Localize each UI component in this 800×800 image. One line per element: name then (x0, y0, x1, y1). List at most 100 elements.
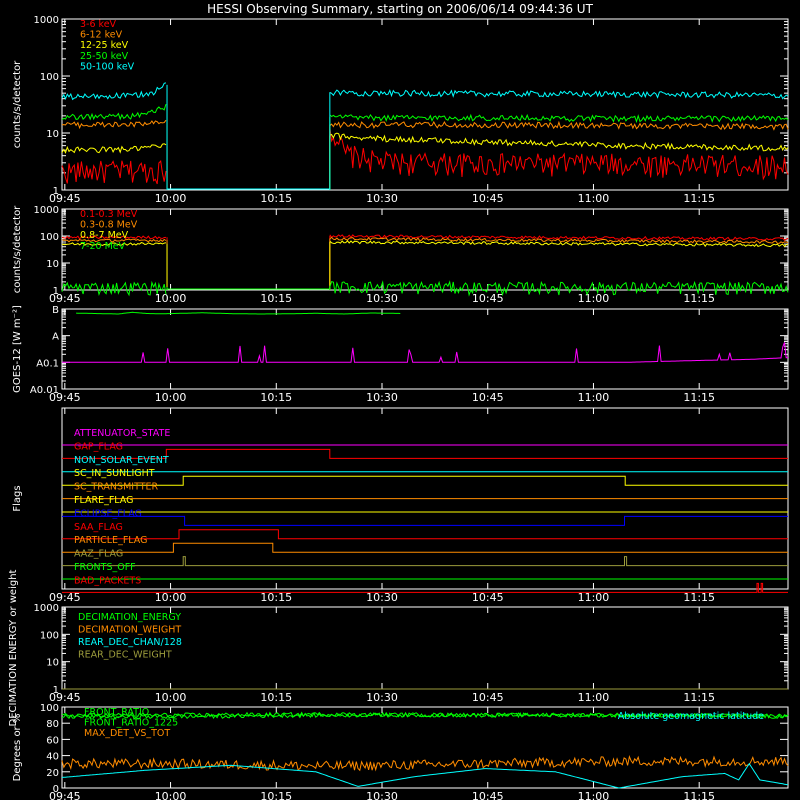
flag-line (62, 475, 788, 486)
x-tick-label: 10:30 (366, 691, 398, 704)
y-tick-label: 1000 (34, 205, 59, 216)
x-tick-label: 10:45 (472, 292, 504, 305)
legend-label: 0.3-0.8 MeV (80, 220, 138, 231)
y-tick-label: 40 (46, 752, 59, 763)
y-tick-label: 1 (53, 286, 59, 297)
legend-label: 25-50 keV (80, 51, 129, 62)
axis-frame (61, 18, 789, 191)
flag-label: SAA_FLAG (74, 522, 123, 533)
series-line (76, 311, 401, 315)
y-tick-label: 1000 (34, 15, 59, 26)
axis-frame (61, 308, 789, 390)
flag-label: SC_IN_SUNLIGHT (74, 468, 155, 479)
flag-label: SC_TRANSMITTER (74, 482, 159, 493)
x-tick-label: 10:15 (260, 192, 292, 205)
legend-label: DECIMATION_WEIGHT (78, 625, 181, 636)
flag-line (62, 448, 788, 459)
legend-label: REAR_DEC_WEIGHT (78, 650, 172, 661)
axis-frame (61, 706, 789, 789)
x-tick-label: 09:45 (49, 591, 81, 604)
legend-label: 0.8-7 MeV (80, 230, 129, 241)
x-tick-label: 11:15 (683, 591, 715, 604)
y-tick-label: A0.01 (30, 385, 59, 396)
x-tick-label: 10:15 (260, 292, 292, 305)
flag-label: AAZ_FLAG (74, 549, 123, 560)
x-tick-label: 09:45 (49, 292, 81, 305)
x-tick-label: 11:00 (578, 591, 610, 604)
x-tick-label: 09:45 (49, 691, 81, 704)
x-tick-label: 11:00 (578, 391, 610, 404)
legend-label: 50-100 keV (80, 61, 135, 72)
legend-label: FRONT_RATIO_1225 (84, 718, 178, 729)
panel-goes: 09:45 10:00 10:15 10:30 10:45 11:00 11:15 A0.01… (12, 305, 789, 404)
y-tick-label: 1000 (34, 603, 59, 614)
legend-label: REAR_DEC_CHAN/128 (78, 637, 182, 648)
x-tick-label: 10:45 (472, 790, 504, 800)
series-line (61, 132, 789, 154)
series-line (62, 342, 789, 363)
legend-label: 0.1-0.3 MeV (80, 209, 138, 220)
x-tick-label: 11:00 (578, 292, 610, 305)
x-tick-label: 10:45 (472, 391, 504, 404)
series-line (61, 762, 789, 789)
x-tick-label: 11:00 (578, 192, 610, 205)
panel-flags: 09:45 10:00 10:15 10:30 10:45 11:00 11:15 Flags… (12, 407, 789, 604)
series-line (61, 82, 789, 101)
x-tick-label: 10:00 (155, 391, 187, 404)
flag-label: ATTENUATOR_STATE (74, 428, 170, 439)
panel-rates-lo: 09:45 10:00 10:15 10:30 10:45 11:00 11:15 1 10 10… (12, 15, 789, 205)
x-tick-label: 10:15 (260, 790, 292, 800)
x-tick-label: 10:30 (366, 790, 398, 800)
flag-line (62, 515, 788, 526)
legend-label: 3-6 keV (80, 19, 117, 30)
x-tick-label: 11:15 (683, 292, 715, 305)
y-axis-label: Flags (12, 485, 23, 511)
legend-label: 12-25 keV (80, 40, 129, 51)
x-tick-label: 10:30 (366, 591, 398, 604)
series-line (61, 236, 789, 245)
legend-label: 7-20 MeV (80, 241, 126, 252)
x-tick-label: 10:45 (472, 691, 504, 704)
x-tick-label: 10:00 (155, 292, 187, 305)
y-axis-label: DECIMATION ENERGY or weight (8, 569, 19, 726)
y-tick-label: 60 (46, 735, 59, 746)
x-tick-label: 10:15 (260, 691, 292, 704)
x-tick-label: 11:15 (683, 192, 715, 205)
x-tick-label: 10:30 (366, 292, 398, 305)
flag-label: ECLIPSE_FLAG (74, 508, 142, 519)
series-line (61, 119, 789, 131)
x-tick-label: 10:45 (472, 192, 504, 205)
panel-decimation: 09:45 10:00 10:15 10:30 10:45 11:00 11:15 1 10 10… (8, 569, 789, 726)
x-tick-label: 09:45 (49, 790, 81, 800)
x-tick-label: 10:00 (155, 192, 187, 205)
flag-line (62, 542, 788, 553)
x-tick-label: 10:15 (260, 591, 292, 604)
y-tick-label: 100 (40, 72, 59, 83)
chart-title: HESSI Observing Summary, starting on 200… (207, 2, 593, 16)
x-tick-label: 11:15 (683, 790, 715, 800)
panel-ratios: 09:45 10:00 10:15 10:30 10:45 11:00 11:15 0 20 40… (12, 703, 789, 800)
series-line (61, 711, 789, 719)
flag-label: BAD_PACKETS (74, 575, 141, 586)
flag-label: FRONTS_OFF (74, 562, 136, 573)
series-line (61, 234, 789, 241)
x-tick-label: 11:15 (683, 391, 715, 404)
flag-line (62, 556, 788, 567)
y-tick-label: 10 (46, 259, 59, 270)
series-line (61, 755, 789, 772)
series-line (61, 240, 789, 248)
legend-label: Absolute geomagnetic latitude (618, 711, 764, 722)
y-tick-label: 1 (53, 685, 59, 696)
y-tick-label: A0.1 (36, 358, 59, 369)
series-line (61, 103, 789, 124)
legend-label: 6-12 keV (80, 30, 123, 41)
legend-label: DECIMATION_ENERGY (78, 612, 181, 623)
axis-frame (61, 208, 789, 291)
flag-label: PARTICLE_FLAG (74, 535, 147, 546)
x-tick-label: 10:00 (155, 790, 187, 800)
y-tick-label: 100 (40, 703, 59, 714)
y-axis-label: Degrees or % (12, 714, 23, 782)
y-tick-label: 10 (46, 658, 59, 669)
